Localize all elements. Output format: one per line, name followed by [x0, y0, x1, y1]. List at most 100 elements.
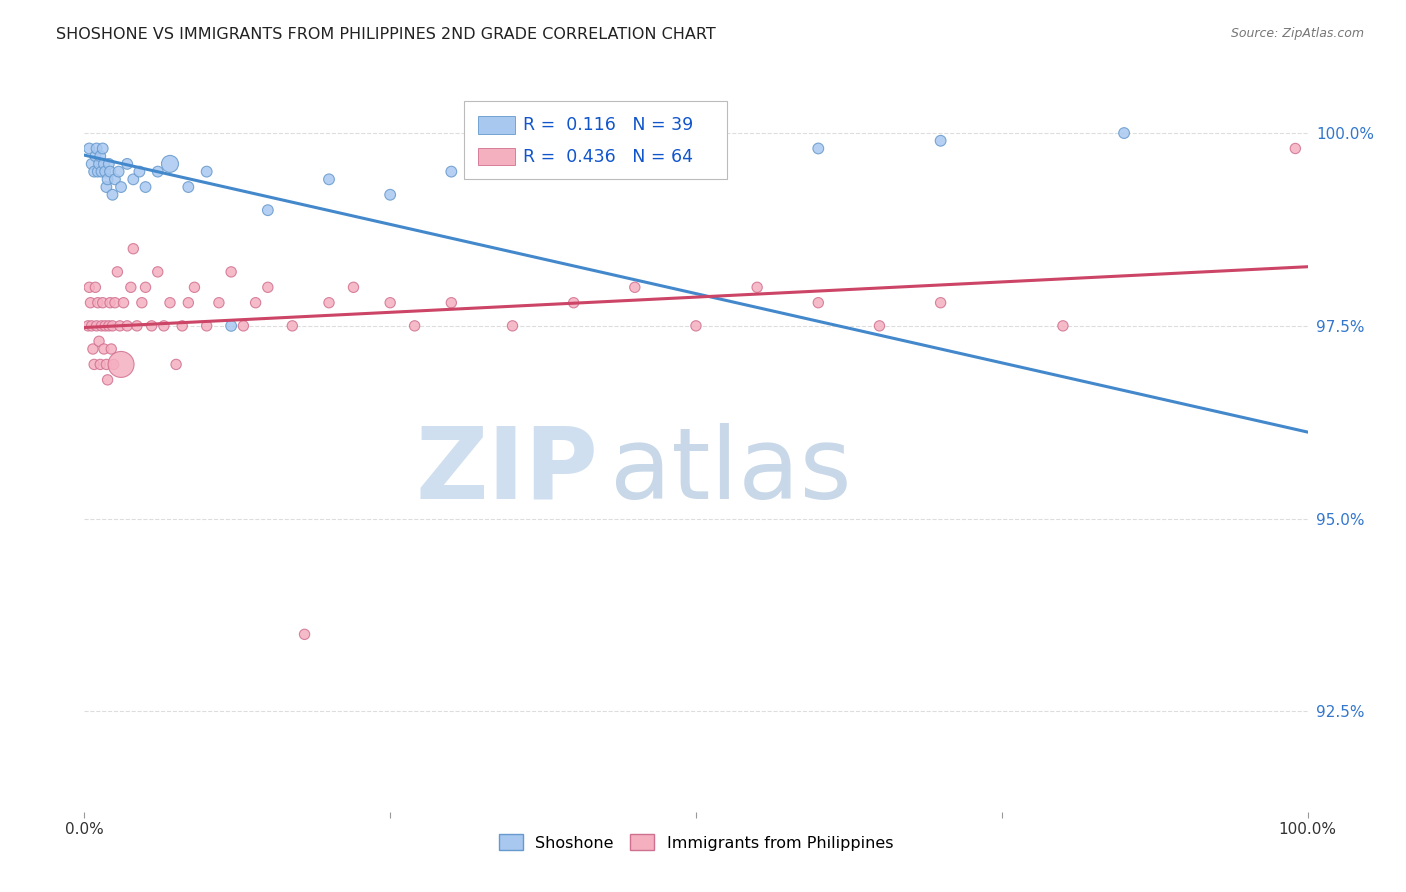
Point: [101, 318, 124, 333]
Text: SHOSHONE VS IMMIGRANTS FROM PHILIPPINES 2ND GRADE CORRELATION CHART: SHOSHONE VS IMMIGRANTS FROM PHILIPPINES …: [56, 27, 716, 42]
Point: [89, 358, 111, 372]
Point: [869, 318, 891, 333]
Point: [165, 358, 187, 372]
Point: [93, 157, 115, 171]
Point: [146, 265, 169, 279]
Point: [929, 295, 952, 310]
Point: [172, 318, 194, 333]
Point: [257, 203, 280, 218]
Point: [79, 295, 101, 310]
Point: [97, 172, 120, 186]
Text: R =  0.116   N = 39: R = 0.116 N = 39: [523, 116, 693, 134]
Point: [84, 149, 107, 163]
Point: [219, 318, 242, 333]
Point: [97, 318, 120, 333]
Point: [177, 295, 200, 310]
Point: [281, 318, 304, 333]
Point: [110, 358, 132, 372]
Point: [115, 318, 138, 333]
Point: [159, 157, 181, 171]
Point: [257, 280, 280, 294]
Point: [685, 149, 707, 163]
Point: [120, 280, 142, 294]
FancyBboxPatch shape: [478, 116, 515, 134]
Point: [195, 164, 218, 178]
Point: [94, 318, 117, 333]
Point: [104, 172, 127, 186]
Point: [153, 318, 176, 333]
Point: [747, 280, 769, 294]
Point: [1052, 318, 1074, 333]
Point: [380, 187, 402, 202]
Point: [929, 134, 952, 148]
Point: [219, 265, 242, 279]
Point: [100, 342, 122, 356]
Point: [104, 295, 127, 310]
Point: [80, 157, 103, 171]
Point: [110, 180, 132, 194]
Point: [562, 157, 585, 171]
Point: [90, 164, 112, 178]
Point: [562, 295, 585, 310]
Point: [440, 164, 463, 178]
Point: [97, 373, 120, 387]
Point: [195, 318, 218, 333]
Point: [177, 180, 200, 194]
Point: [77, 280, 100, 294]
Point: [83, 358, 105, 372]
Point: [159, 295, 181, 310]
Point: [98, 295, 121, 310]
Point: [1114, 126, 1136, 140]
Point: [80, 318, 103, 333]
Point: [77, 141, 100, 155]
Point: [135, 180, 157, 194]
Point: [86, 141, 108, 155]
Point: [94, 164, 117, 178]
Point: [685, 318, 707, 333]
Point: [101, 187, 124, 202]
Point: [87, 157, 110, 171]
Point: [89, 149, 111, 163]
Text: ZIP: ZIP: [415, 423, 598, 520]
Point: [98, 164, 121, 178]
Legend: Shoshone, Immigrants from Philippines: Shoshone, Immigrants from Philippines: [492, 828, 900, 857]
FancyBboxPatch shape: [464, 101, 727, 178]
Point: [294, 627, 316, 641]
Point: [128, 164, 150, 178]
Text: Source: ZipAtlas.com: Source: ZipAtlas.com: [1230, 27, 1364, 40]
Point: [84, 280, 107, 294]
Point: [87, 334, 110, 349]
Point: [96, 358, 118, 372]
Point: [624, 280, 647, 294]
FancyBboxPatch shape: [478, 147, 515, 165]
Point: [93, 342, 115, 356]
Point: [86, 318, 108, 333]
Point: [404, 318, 426, 333]
Point: [807, 295, 830, 310]
Point: [807, 141, 830, 155]
Point: [83, 164, 105, 178]
Point: [105, 265, 128, 279]
Point: [91, 141, 114, 155]
Point: [96, 180, 118, 194]
Point: [1284, 141, 1306, 155]
Point: [87, 164, 110, 178]
Point: [141, 318, 163, 333]
Point: [342, 280, 364, 294]
Point: [103, 358, 125, 372]
Point: [208, 295, 231, 310]
Point: [108, 318, 131, 333]
Point: [502, 318, 524, 333]
Point: [87, 295, 110, 310]
Point: [125, 318, 148, 333]
Point: [380, 295, 402, 310]
Point: [245, 295, 267, 310]
Point: [97, 157, 120, 171]
Point: [232, 318, 254, 333]
Point: [115, 157, 138, 171]
Text: atlas: atlas: [610, 423, 852, 520]
Text: R =  0.436   N = 64: R = 0.436 N = 64: [523, 147, 693, 166]
Point: [122, 242, 145, 256]
Point: [135, 280, 157, 294]
Point: [91, 295, 114, 310]
